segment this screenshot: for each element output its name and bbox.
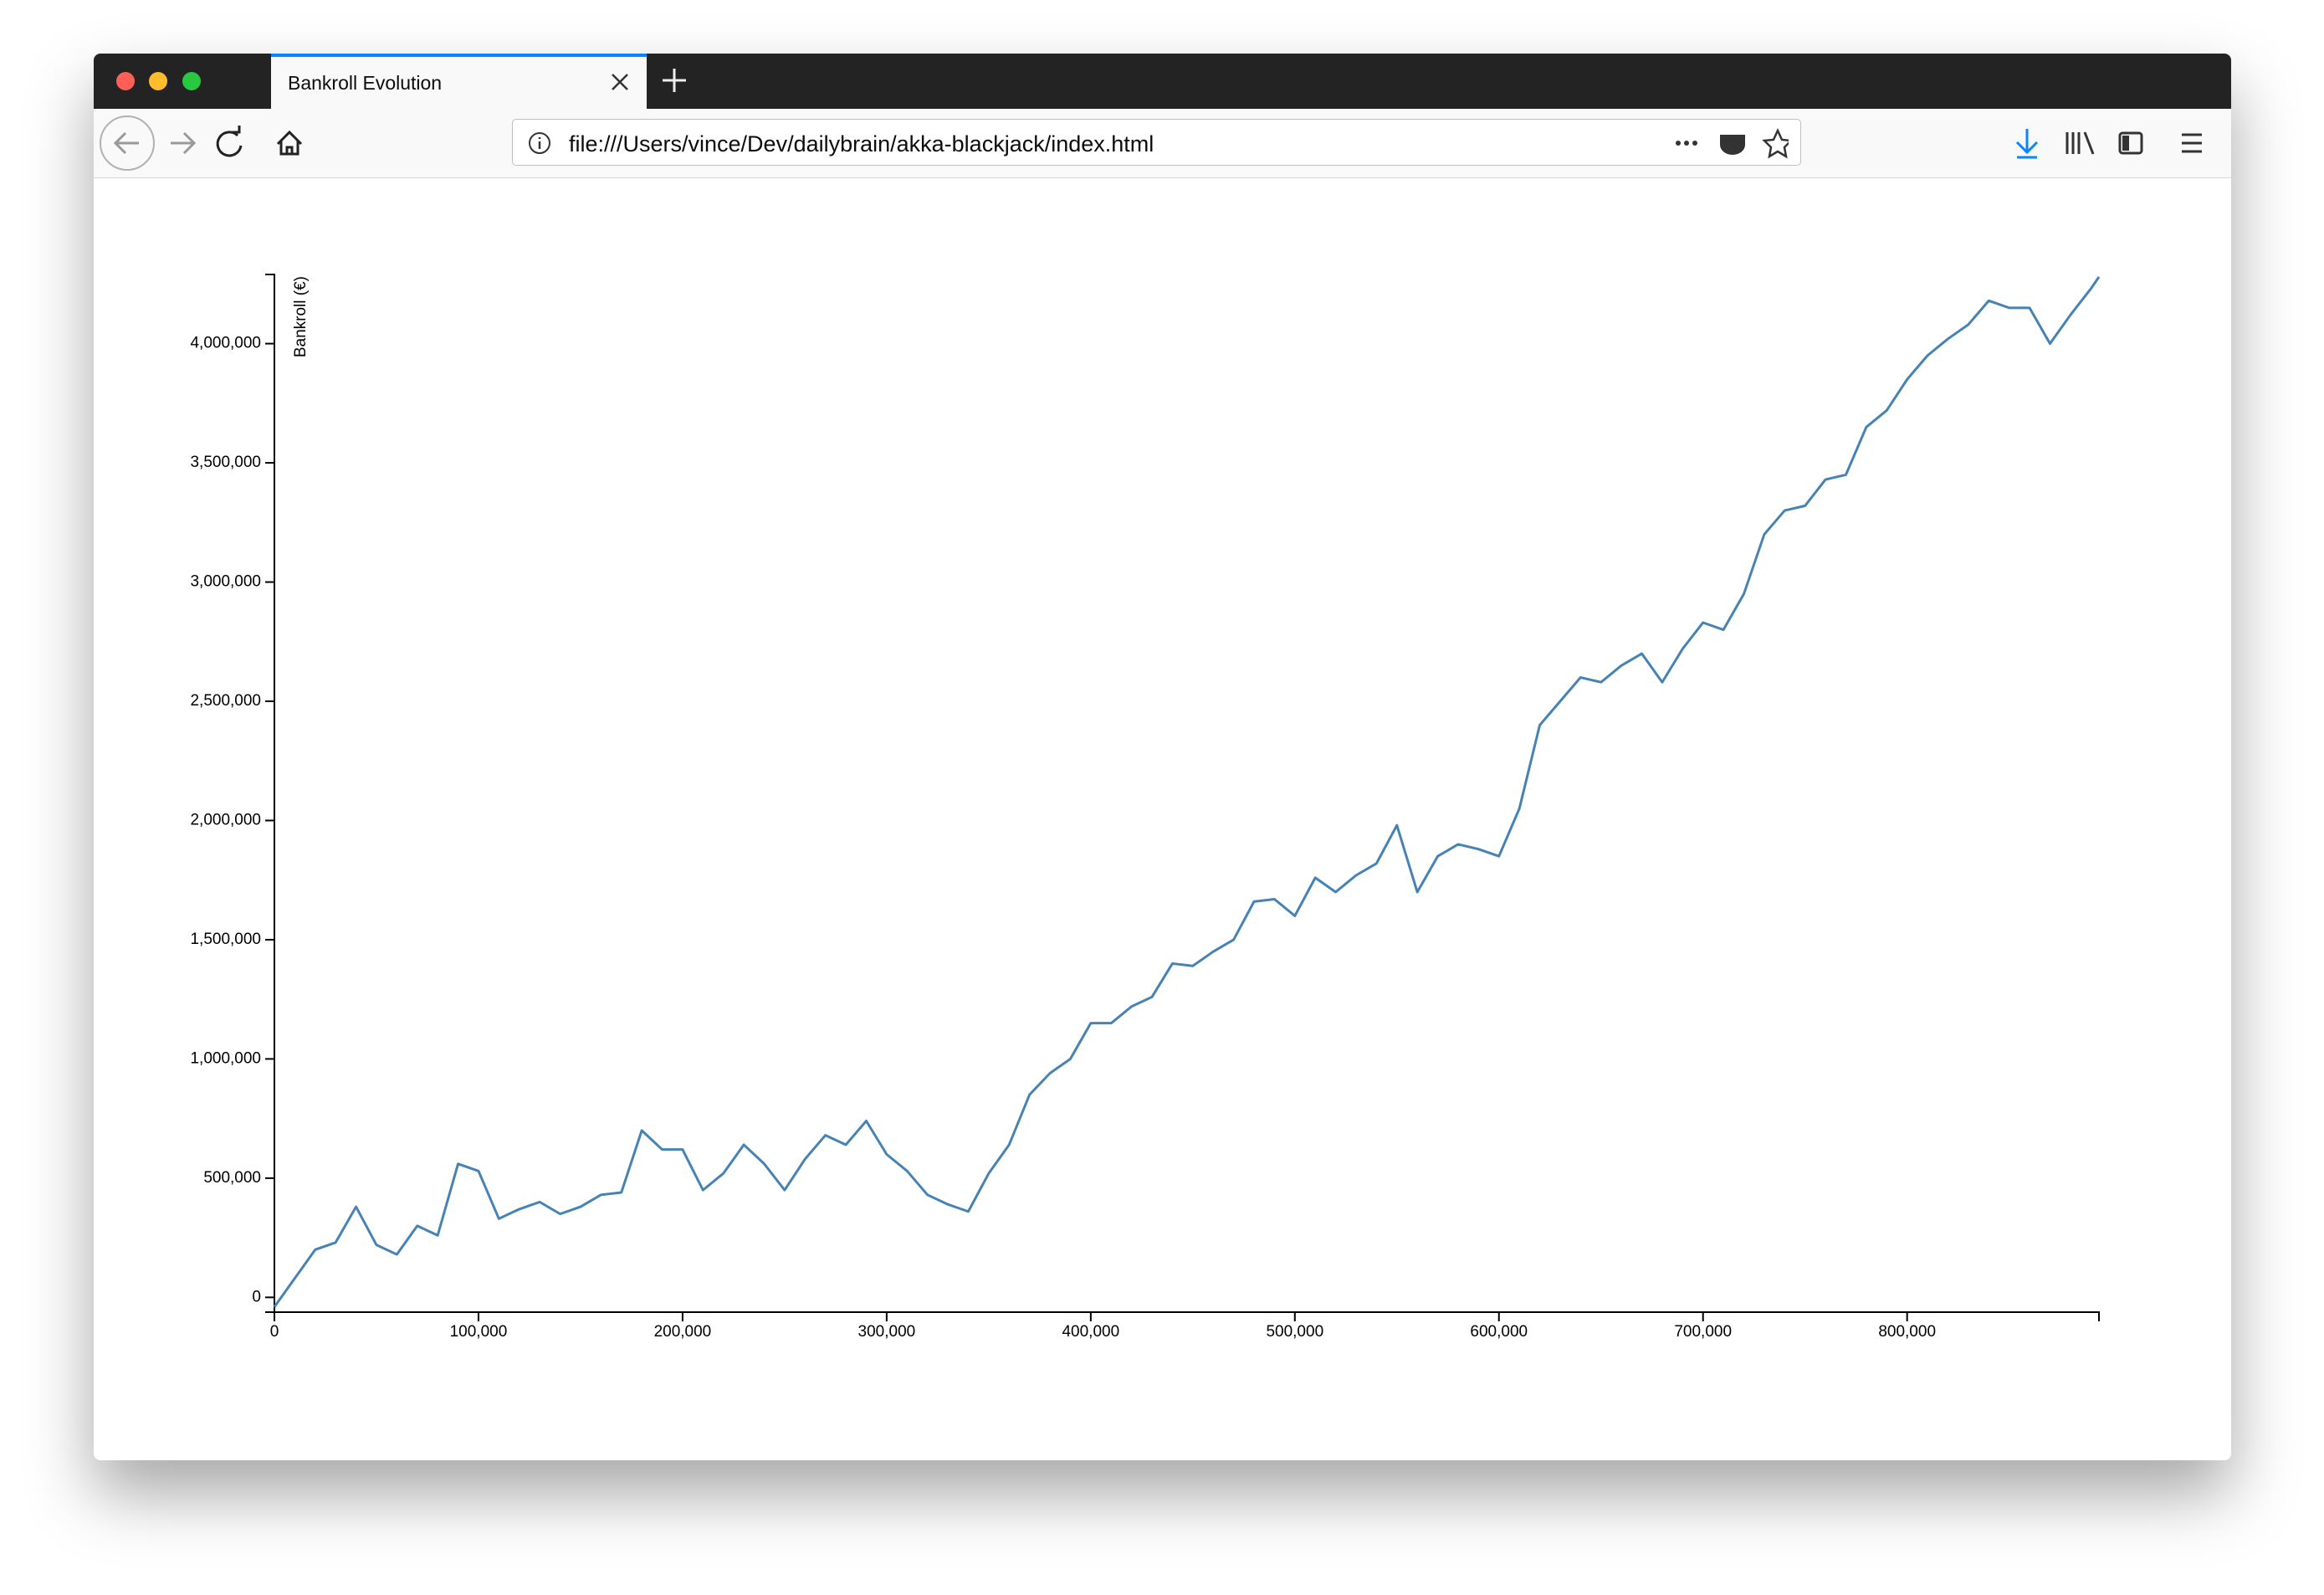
zoom-button[interactable] <box>182 72 201 90</box>
page-actions[interactable] <box>1676 141 1697 146</box>
y-tick-label: 1,000,000 <box>190 1049 261 1067</box>
minimize-button[interactable] <box>149 72 167 90</box>
downloads-button[interactable] <box>2015 129 2039 159</box>
x-axis-domain <box>274 1311 2100 1321</box>
x-tick-label: 500,000 <box>1266 1323 1323 1341</box>
close-button[interactable] <box>116 72 135 90</box>
tab-title: Bankroll Evolution <box>288 72 443 94</box>
y-tick-label: 2,000,000 <box>190 811 261 828</box>
y-tick-label: 4,000,000 <box>190 335 261 352</box>
y-tick-label: 3,000,000 <box>190 573 261 591</box>
x-tick-label: 600,000 <box>1470 1323 1528 1341</box>
x-tick-label: 200,000 <box>654 1323 712 1341</box>
y-tick-label: 3,500,000 <box>190 454 261 471</box>
url-actions <box>1676 127 1789 159</box>
url-text: file:///Users/vince/Dev/dailybrain/akka-… <box>569 131 1154 156</box>
forward-button[interactable] <box>171 131 197 155</box>
home-button[interactable] <box>276 130 303 156</box>
sidebar-button[interactable] <box>2118 131 2143 155</box>
toolbar-right <box>2015 129 2202 159</box>
y-tick-label: 2,500,000 <box>190 692 261 710</box>
back-button[interactable] <box>100 115 155 171</box>
tab-bar: Bankroll Evolution <box>94 54 2231 109</box>
browser-window: Bankroll Evolution file:///Users/vince/D… <box>94 54 2231 1460</box>
library-button[interactable] <box>2065 131 2095 155</box>
nav-buttons <box>100 115 303 171</box>
tab-close[interactable] <box>610 72 630 92</box>
y-tick-label: 0 <box>252 1288 261 1305</box>
bookmark-star[interactable] <box>1762 127 1789 159</box>
new-tab[interactable] <box>659 65 689 95</box>
pocket-button[interactable] <box>1720 135 1745 155</box>
active-tab[interactable]: Bankroll Evolution <box>271 54 647 109</box>
x-tick-label: 400,000 <box>1062 1323 1119 1341</box>
data-line <box>273 276 2101 1308</box>
x-tick-label: 700,000 <box>1674 1323 1732 1341</box>
y-axis-label: Bankroll (€) <box>292 276 310 357</box>
toolbar: file:///Users/vince/Dev/dailybrain/akka-… <box>94 109 2231 178</box>
x-tick-label: 300,000 <box>858 1323 916 1341</box>
y-tick-label: 500,000 <box>203 1169 261 1187</box>
x-tick-label: 800,000 <box>1878 1323 1936 1341</box>
x-tick-label: 100,000 <box>450 1323 508 1341</box>
info-icon[interactable] <box>527 131 552 156</box>
y-axis-domain <box>265 274 275 1313</box>
reload-button[interactable] <box>216 126 243 157</box>
window-controls <box>116 72 201 90</box>
url-bar[interactable]: file:///Users/vince/Dev/dailybrain/akka-… <box>512 119 1801 166</box>
menu-button[interactable] <box>2182 133 2202 153</box>
y-tick-label: 1,500,000 <box>190 931 261 948</box>
x-tick-label: 0 <box>270 1323 279 1341</box>
